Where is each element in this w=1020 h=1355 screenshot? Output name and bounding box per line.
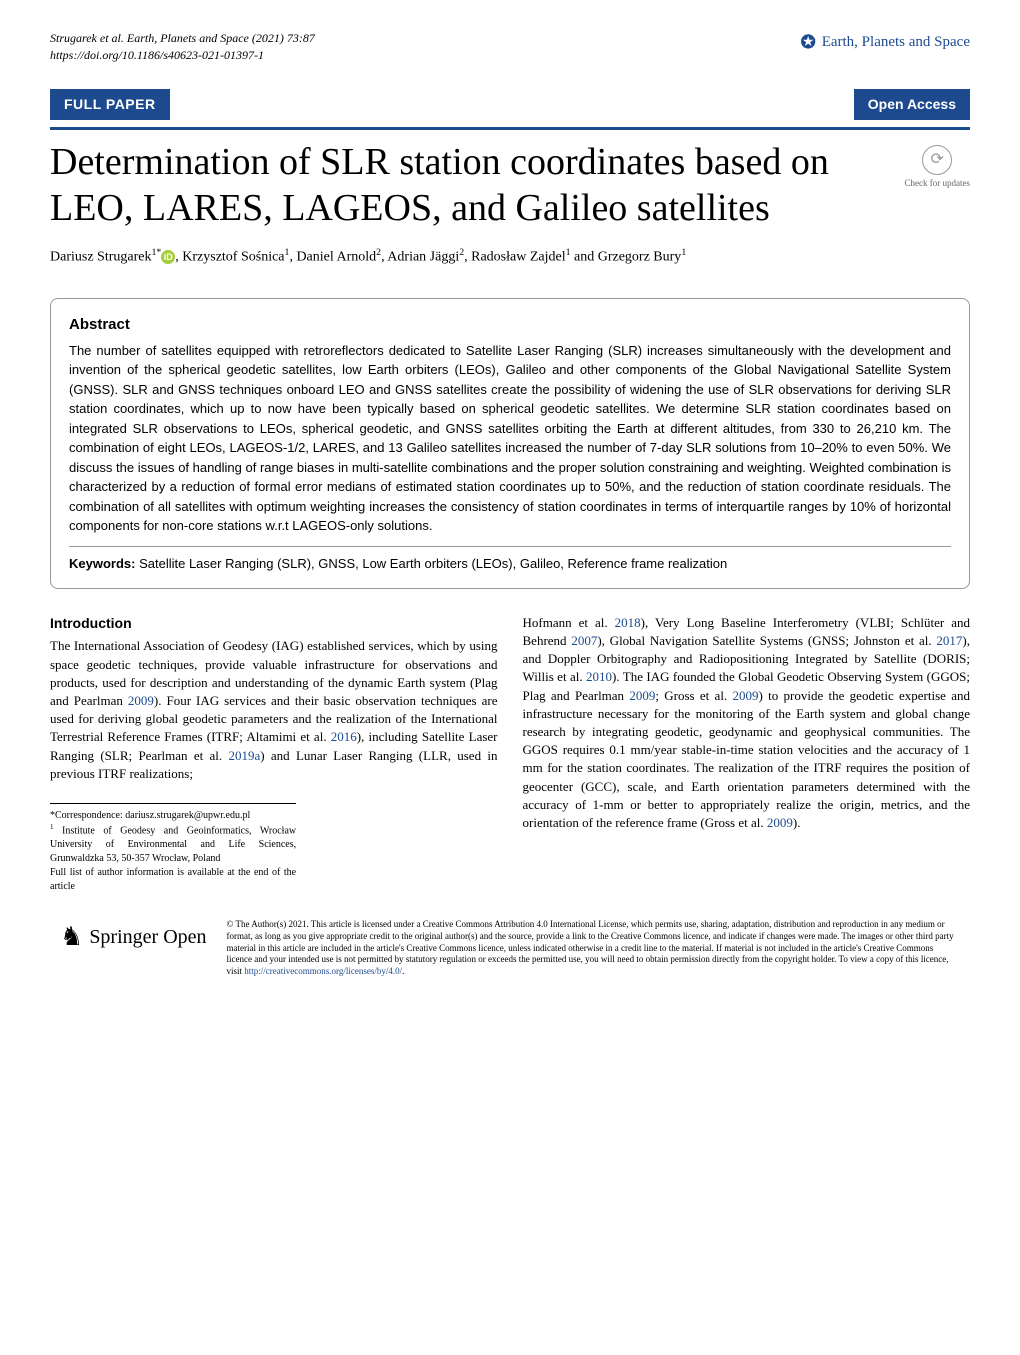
footnotes: *Correspondence: dariusz.strugarek@upwr.…: [50, 803, 296, 894]
authors-line: Dariusz Strugarek1*iD, Krzysztof Sośnica…: [50, 246, 970, 267]
citation: Strugarek et al. Earth, Planets and Spac…: [50, 30, 315, 64]
intro-paragraph-left: The International Association of Geodesy…: [50, 637, 498, 783]
paper-title: Determination of SLR station coordinates…: [50, 140, 900, 231]
full-paper-badge: FULL PAPER: [50, 89, 170, 121]
author-4: , Adrian Jäggi: [381, 250, 459, 265]
badge-row: FULL PAPER Open Access: [50, 89, 970, 121]
citation-line-1: Strugarek et al. Earth, Planets and Spac…: [50, 30, 315, 47]
license-link[interactable]: http://creativecommons.org/licenses/by/4…: [244, 966, 402, 976]
body-columns: Introduction The International Associati…: [50, 614, 970, 894]
abstract-box: Abstract The number of satellites equipp…: [50, 298, 970, 589]
ref-link[interactable]: 2017: [936, 633, 962, 648]
check-updates-badge[interactable]: ⟳ Check for updates: [905, 145, 970, 190]
author-2: , Krzysztof Sośnica: [175, 250, 284, 265]
full-author-list-note: Full list of author information is avail…: [50, 866, 296, 894]
check-updates-icon: ⟳: [922, 145, 952, 175]
author-3: , Daniel Arnold: [289, 250, 376, 265]
section-title-intro: Introduction: [50, 614, 498, 634]
intro-paragraph-right: Hofmann et al. 2018), Very Long Baseline…: [523, 614, 971, 832]
orcid-icon[interactable]: iD: [161, 250, 175, 264]
abstract-text: The number of satellites equipped with r…: [69, 341, 951, 536]
page-header: Strugarek et al. Earth, Planets and Spac…: [50, 30, 970, 64]
ref-link[interactable]: 2016: [331, 729, 357, 744]
ref-link[interactable]: 2019a: [228, 748, 260, 763]
keywords-label: Keywords:: [69, 556, 139, 571]
keywords-line: Keywords: Satellite Laser Ranging (SLR),…: [69, 546, 951, 573]
journal-brand: ✪ Earth, Planets and Space: [801, 30, 970, 55]
author-6: and Grzegorz Bury: [571, 250, 682, 265]
correspondence: *Correspondence: dariusz.strugarek@upwr.…: [50, 809, 296, 823]
affiliation-1: 1 Institute of Geodesy and Geoinformatic…: [50, 823, 296, 866]
keywords-text: Satellite Laser Ranging (SLR), GNSS, Low…: [139, 556, 727, 571]
ref-link[interactable]: 2009: [732, 688, 758, 703]
springer-horse-icon: ♞: [60, 919, 83, 955]
ref-link[interactable]: 2009: [128, 693, 154, 708]
ref-link[interactable]: 2018: [615, 615, 641, 630]
ref-link[interactable]: 2010: [586, 669, 612, 684]
ref-link[interactable]: 2009: [629, 688, 655, 703]
column-right: Hofmann et al. 2018), Very Long Baseline…: [523, 614, 971, 894]
author-5: , Radosław Zajdel: [464, 250, 565, 265]
page-footer: ♞ Springer Open © The Author(s) 2021. Th…: [50, 919, 970, 977]
open-access-badge: Open Access: [854, 89, 970, 121]
check-updates-text: Check for updates: [905, 177, 970, 190]
springer-text: Springer Open: [89, 923, 206, 951]
citation-line-2: https://doi.org/10.1186/s40623-021-01397…: [50, 47, 315, 64]
brand-text: Earth, Planets and Space: [822, 32, 970, 53]
springer-logo: ♞ Springer Open: [60, 919, 207, 955]
license-text: © The Author(s) 2021. This article is li…: [227, 919, 960, 977]
column-left: Introduction The International Associati…: [50, 614, 498, 894]
brand-icon: ✪: [801, 30, 816, 55]
ref-link[interactable]: 2007: [571, 633, 597, 648]
abstract-title: Abstract: [69, 314, 951, 335]
badge-bar: [50, 127, 970, 130]
ref-link[interactable]: 2009: [767, 815, 793, 830]
author-1: Dariusz Strugarek: [50, 250, 151, 265]
